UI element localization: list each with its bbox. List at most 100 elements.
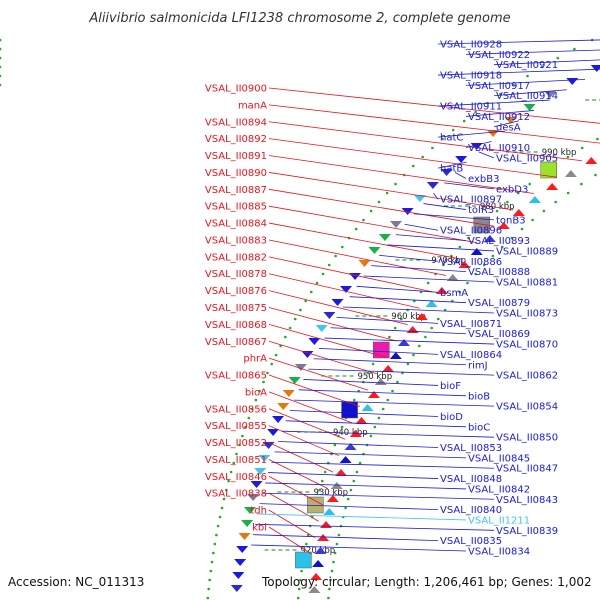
gene-arrow-forward bbox=[238, 533, 251, 540]
gene-arrow-reverse bbox=[397, 339, 410, 346]
right-leader-line bbox=[330, 327, 467, 335]
track-dot bbox=[450, 254, 453, 258]
track-dot bbox=[458, 245, 462, 249]
right-gene-label: VSAL_II0864 bbox=[440, 350, 502, 361]
track-dot bbox=[381, 407, 385, 411]
gene-arrow-reverse bbox=[470, 248, 483, 255]
track-dot bbox=[209, 569, 213, 573]
track-dot bbox=[406, 362, 410, 366]
track-dot bbox=[430, 326, 434, 330]
track-dot bbox=[333, 443, 337, 447]
track-dot bbox=[520, 227, 524, 231]
right-leader-line bbox=[465, 78, 586, 86]
right-gene-label: VSAL_II1211 bbox=[468, 515, 530, 526]
track-dot bbox=[262, 380, 265, 384]
left-gene-label: VSAL_II0891 bbox=[205, 151, 267, 162]
track-dot bbox=[566, 155, 570, 159]
track-dot bbox=[207, 587, 210, 591]
left-leader-line bbox=[268, 87, 600, 124]
gene-arrow-forward bbox=[470, 143, 483, 150]
right-gene-label: bioC bbox=[468, 422, 490, 433]
right-gene-label: hatB bbox=[440, 164, 463, 175]
right-leader-line bbox=[298, 389, 467, 397]
left-gene-label: VSAL_II0890 bbox=[205, 168, 267, 179]
right-gene-label: VSAL_II0921 bbox=[496, 60, 558, 71]
right-gene-label: VSAL_II0834 bbox=[468, 547, 530, 558]
track-dot bbox=[566, 191, 570, 195]
gene-block bbox=[540, 161, 557, 179]
track-dot bbox=[332, 560, 335, 564]
track-dot bbox=[458, 290, 462, 294]
track-dot bbox=[580, 182, 583, 186]
gene-arrow-forward bbox=[440, 169, 453, 176]
track-dot bbox=[297, 587, 301, 591]
gene-arrow-forward bbox=[272, 416, 285, 423]
track-dot bbox=[341, 245, 344, 249]
right-gene-label: VSAL_II0842 bbox=[468, 484, 530, 495]
left-leader-line bbox=[268, 323, 387, 358]
track-dot bbox=[247, 416, 251, 420]
right-gene-label: bioD bbox=[440, 412, 463, 423]
gene-arrow-reverse bbox=[564, 170, 577, 177]
gene-block bbox=[295, 551, 312, 569]
gene-arrow-forward bbox=[358, 260, 371, 267]
right-gene-label: VSAL_II0848 bbox=[440, 474, 502, 485]
gene-arrow-reverse bbox=[361, 404, 374, 411]
track-dot bbox=[580, 146, 584, 150]
track-dot bbox=[315, 281, 319, 285]
right-gene-label: VSAL_II0843 bbox=[496, 495, 558, 506]
right-leader-line bbox=[437, 39, 600, 45]
right-gene-label: rimJ bbox=[468, 360, 488, 371]
right-leader-line bbox=[379, 254, 439, 262]
track-dot bbox=[334, 254, 337, 258]
track-dot bbox=[431, 146, 434, 150]
track-dot bbox=[0, 65, 2, 69]
left-leader-line bbox=[268, 442, 334, 473]
track-dot bbox=[358, 461, 362, 465]
track-dot bbox=[499, 92, 502, 96]
right-leader-line bbox=[278, 441, 439, 448]
gene-arrow-reverse bbox=[415, 313, 428, 320]
right-gene-label: hatC bbox=[440, 133, 463, 144]
right-gene-label: VSAL_II0917 bbox=[468, 81, 530, 92]
left-gene-label: manA bbox=[238, 100, 267, 111]
right-leader-line bbox=[444, 182, 495, 190]
right-gene-label: VSAL_II0870 bbox=[496, 340, 558, 351]
track-dot bbox=[528, 182, 531, 186]
gene-arrow-reverse bbox=[312, 560, 325, 567]
left-leader-line bbox=[268, 222, 462, 260]
right-leader-line bbox=[308, 368, 495, 376]
gene-arrow-reverse bbox=[355, 417, 368, 424]
track-dot bbox=[441, 137, 444, 141]
right-leader-line bbox=[433, 192, 439, 200]
gene-arrow-reverse bbox=[335, 469, 348, 476]
track-dot bbox=[293, 317, 297, 321]
track-dot bbox=[443, 308, 447, 312]
gene-arrow-forward bbox=[301, 351, 314, 358]
gene-arrow-reverse bbox=[497, 222, 510, 229]
right-gene-label: VSAL_II0840 bbox=[440, 505, 502, 516]
right-leader-line bbox=[255, 523, 495, 531]
gene-arrow-forward bbox=[250, 481, 263, 488]
left-gene-label: VSAL_II0878 bbox=[205, 269, 267, 280]
left-gene-label: VSAL_II0867 bbox=[205, 337, 267, 348]
right-leader-line bbox=[465, 141, 492, 148]
map-title: Aliivibrio salmonicida LFI1238 chromosom… bbox=[88, 11, 510, 26]
left-gene-label: VSAL_II0883 bbox=[205, 235, 267, 246]
right-gene-label: VSAL_II0888 bbox=[468, 267, 530, 278]
right-leader-line bbox=[259, 503, 439, 511]
gene-arrow-reverse bbox=[546, 183, 559, 190]
left-gene-label: tdh bbox=[250, 506, 267, 517]
gene-block bbox=[373, 341, 390, 359]
gene-arrow-forward bbox=[566, 78, 579, 85]
track-dot bbox=[0, 47, 2, 51]
right-leader-line bbox=[356, 285, 439, 293]
track-dot bbox=[340, 425, 344, 429]
track-dot bbox=[216, 524, 220, 528]
genome-summary-text: Topology: circular; Length: 1,206,461 bp… bbox=[261, 575, 592, 589]
gene-arrow-forward bbox=[331, 299, 344, 306]
gene-arrow-forward bbox=[258, 455, 271, 462]
left-gene-label: VSAL_II0855 bbox=[205, 421, 267, 432]
gene-arrow-forward bbox=[277, 403, 290, 410]
track-dot bbox=[222, 497, 226, 501]
